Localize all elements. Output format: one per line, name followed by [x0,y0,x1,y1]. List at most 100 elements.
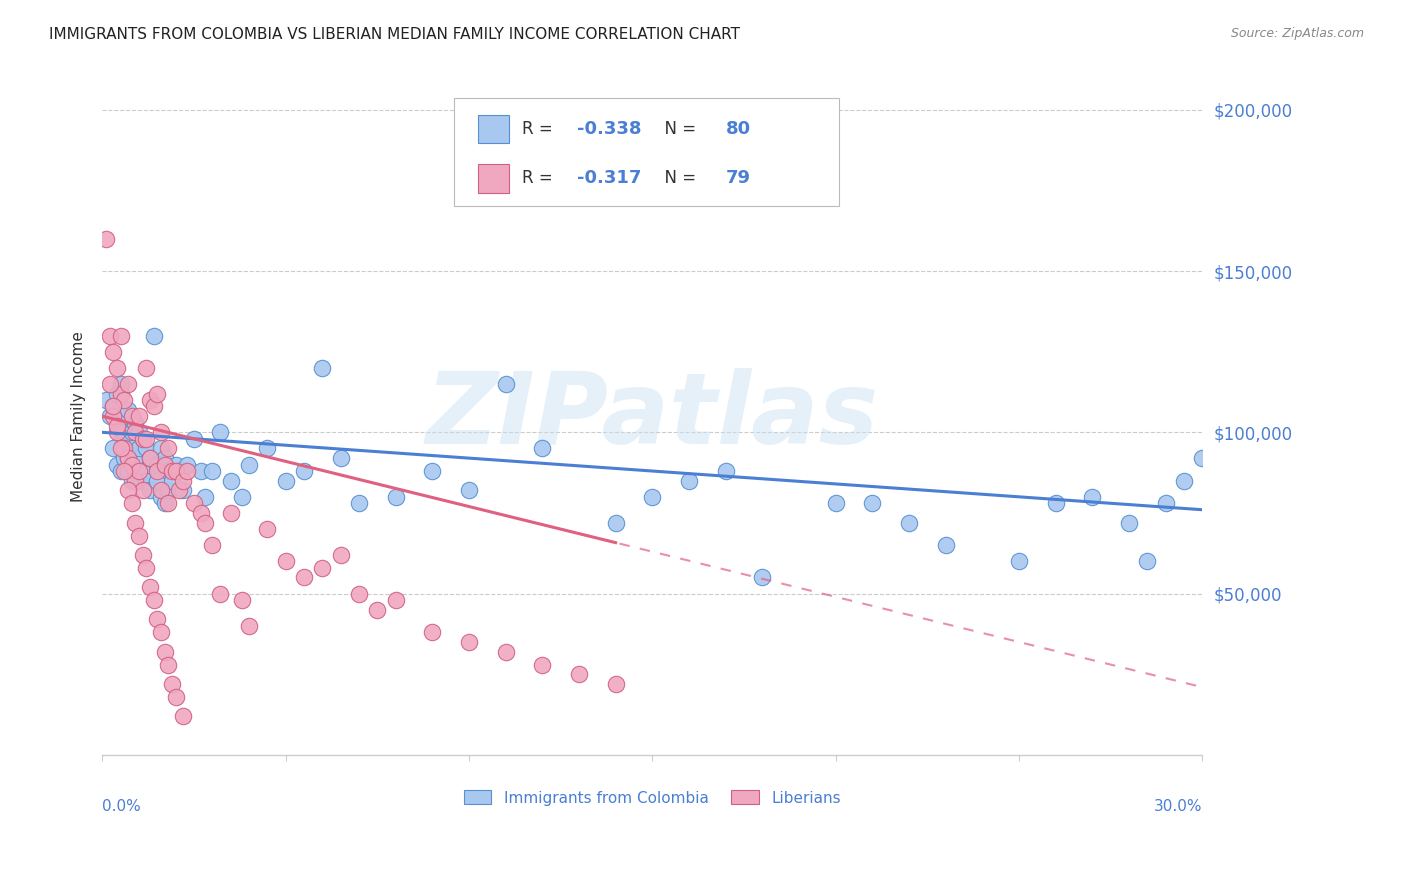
Point [117,402,139,417]
FancyBboxPatch shape [454,98,839,206]
Point [121,496,143,510]
Point [103,400,125,414]
Point [458,635,481,649]
Point [1191,451,1213,466]
Point [366,603,388,617]
Point [98,376,121,391]
Point [208,586,231,600]
Point [112,451,135,466]
Point [1154,496,1177,510]
Point [128,425,150,440]
Text: 30.0%: 30.0% [1154,799,1202,814]
Point [160,677,183,691]
Point [157,442,180,456]
Point [149,483,172,498]
Text: R =: R = [523,169,558,187]
Legend: Immigrants from Colombia, Liberians: Immigrants from Colombia, Liberians [458,784,846,812]
Point [112,409,135,424]
Point [124,474,146,488]
Point [347,586,370,600]
Text: IMMIGRANTS FROM COLOMBIA VS LIBERIAN MEDIAN FAMILY INCOME CORRELATION CHART: IMMIGRANTS FROM COLOMBIA VS LIBERIAN MED… [49,27,740,42]
Point [231,490,253,504]
Point [172,709,194,723]
Point [131,432,153,446]
Point [139,580,162,594]
Point [146,612,169,626]
Point [165,690,187,704]
Point [641,490,664,504]
Point [714,464,737,478]
Point [124,516,146,530]
Point [128,528,150,542]
Point [824,496,846,510]
Point [128,464,150,478]
Point [160,464,183,478]
Point [157,464,180,478]
Point [110,328,132,343]
Text: N =: N = [654,169,702,187]
Point [238,458,260,472]
Point [153,458,176,472]
Point [153,645,176,659]
Point [167,483,190,498]
Point [183,496,205,510]
Point [201,464,224,478]
Point [568,667,591,681]
Point [153,496,176,510]
Point [112,392,135,407]
Point [112,432,135,446]
Point [131,548,153,562]
Point [329,451,352,466]
Point [124,451,146,466]
Point [105,458,128,472]
Point [420,625,443,640]
Point [117,451,139,466]
Point [149,442,172,456]
Point [219,506,242,520]
Point [146,474,169,488]
Point [142,400,165,414]
Point [124,425,146,440]
Point [935,538,957,552]
Text: 79: 79 [725,169,751,187]
Point [495,376,517,391]
Point [121,458,143,472]
Point [167,464,190,478]
Point [219,474,242,488]
Point [117,376,139,391]
Point [183,432,205,446]
Point [94,232,117,246]
Point [238,619,260,633]
Point [190,506,212,520]
Point [384,593,406,607]
Point [110,464,132,478]
Point [1173,474,1195,488]
Text: 80: 80 [725,120,751,138]
Point [110,425,132,440]
Point [112,464,135,478]
Point [256,442,278,456]
Point [124,416,146,430]
Point [231,593,253,607]
Text: R =: R = [523,120,558,138]
Point [146,386,169,401]
Point [146,464,169,478]
Point [105,425,128,440]
Point [1118,516,1140,530]
Point [139,392,162,407]
Point [292,570,315,584]
Point [157,496,180,510]
Point [128,442,150,456]
Point [121,425,143,440]
Text: -0.338: -0.338 [578,120,643,138]
Point [135,474,157,488]
Point [860,496,883,510]
Point [131,483,153,498]
Text: Source: ZipAtlas.com: Source: ZipAtlas.com [1230,27,1364,40]
Point [274,474,297,488]
Point [146,458,169,472]
Point [495,645,517,659]
Point [176,458,198,472]
Point [208,425,231,440]
Point [98,328,121,343]
